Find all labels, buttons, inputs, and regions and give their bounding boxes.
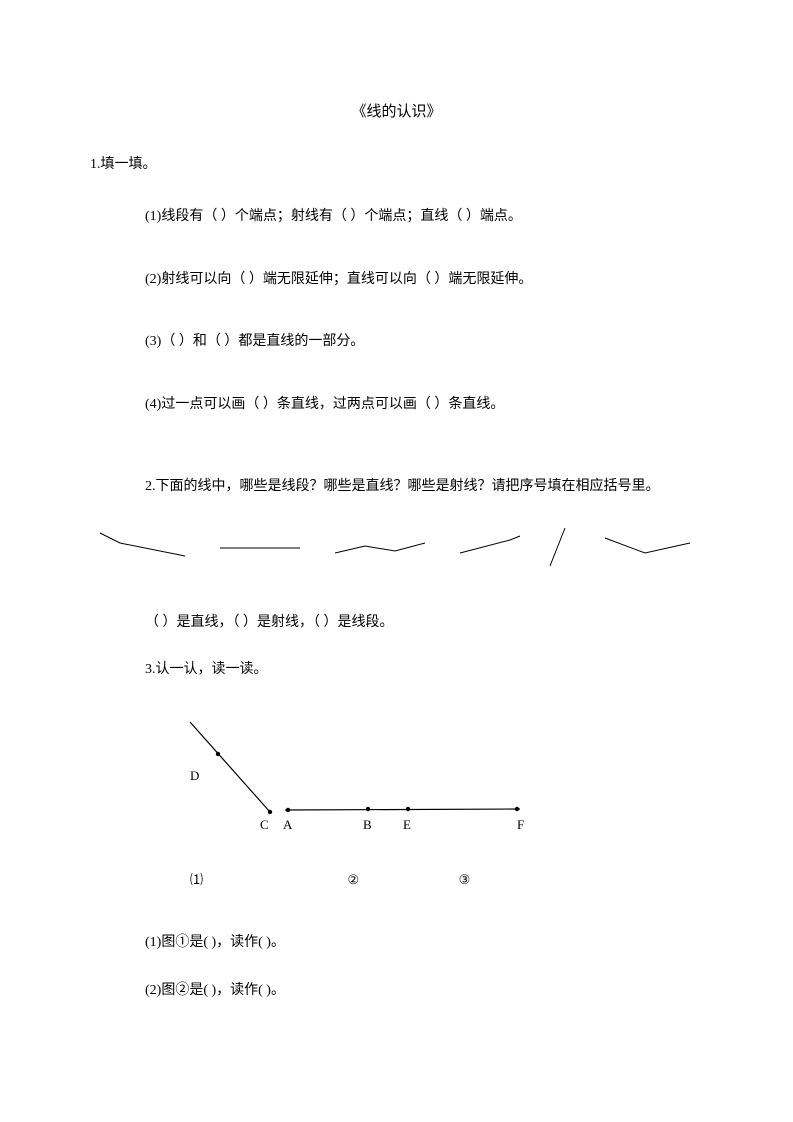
q3-geometry-diagram: D CA B E F xyxy=(160,712,703,850)
q1-item-4: (4)过一点可以画（ ）条直线，过两点可以画（ ）条直线。 xyxy=(145,394,703,416)
q1-item-3: (3)（ ）和（ ）都是直线的一部分。 xyxy=(145,331,703,353)
q3-label-1: ⑴ xyxy=(190,870,203,891)
svg-text:D: D xyxy=(190,768,199,783)
q3-svg: D CA B E F xyxy=(160,712,560,842)
svg-text:A: A xyxy=(283,817,293,832)
svg-text:E: E xyxy=(403,817,411,832)
q1-item-1: (1)线段有（ ）个端点；射线有（ ）个端点；直线（ ）端点。 xyxy=(145,206,703,228)
q1-heading: 1.填一填。 xyxy=(90,154,703,176)
q3-figure-labels: ⑴ ② ③ xyxy=(190,870,703,892)
q3-item-2: (2)图②是( )，读作( )。 xyxy=(145,980,703,1002)
question-1: 1.填一填。 xyxy=(90,154,703,176)
q3-label-2: ② xyxy=(348,870,360,891)
q2-line-diagrams xyxy=(90,518,703,586)
svg-text:F: F xyxy=(517,817,524,832)
page-title: 《线的认识》 xyxy=(90,100,703,124)
q2-heading: 2.下面的线中，哪些是线段？哪些是直线？哪些是射线？请把序号填在相应括号里。 xyxy=(145,476,703,498)
svg-text:C: C xyxy=(260,817,269,832)
q3-label-3: ③ xyxy=(459,870,471,891)
q1-item-2: (2)射线可以向（ ）端无限延伸；直线可以向（ ）端无限延伸。 xyxy=(145,269,703,291)
q3-item-1: (1)图①是( )，读作( )。 xyxy=(145,932,703,954)
q2-fill-blank: （ ）是直线，（ ）是射线，（ ）是线段。 xyxy=(145,612,703,634)
svg-text:B: B xyxy=(363,817,372,832)
q2-svg xyxy=(90,518,703,578)
q3-heading: 3.认一认，读一读。 xyxy=(145,659,703,681)
